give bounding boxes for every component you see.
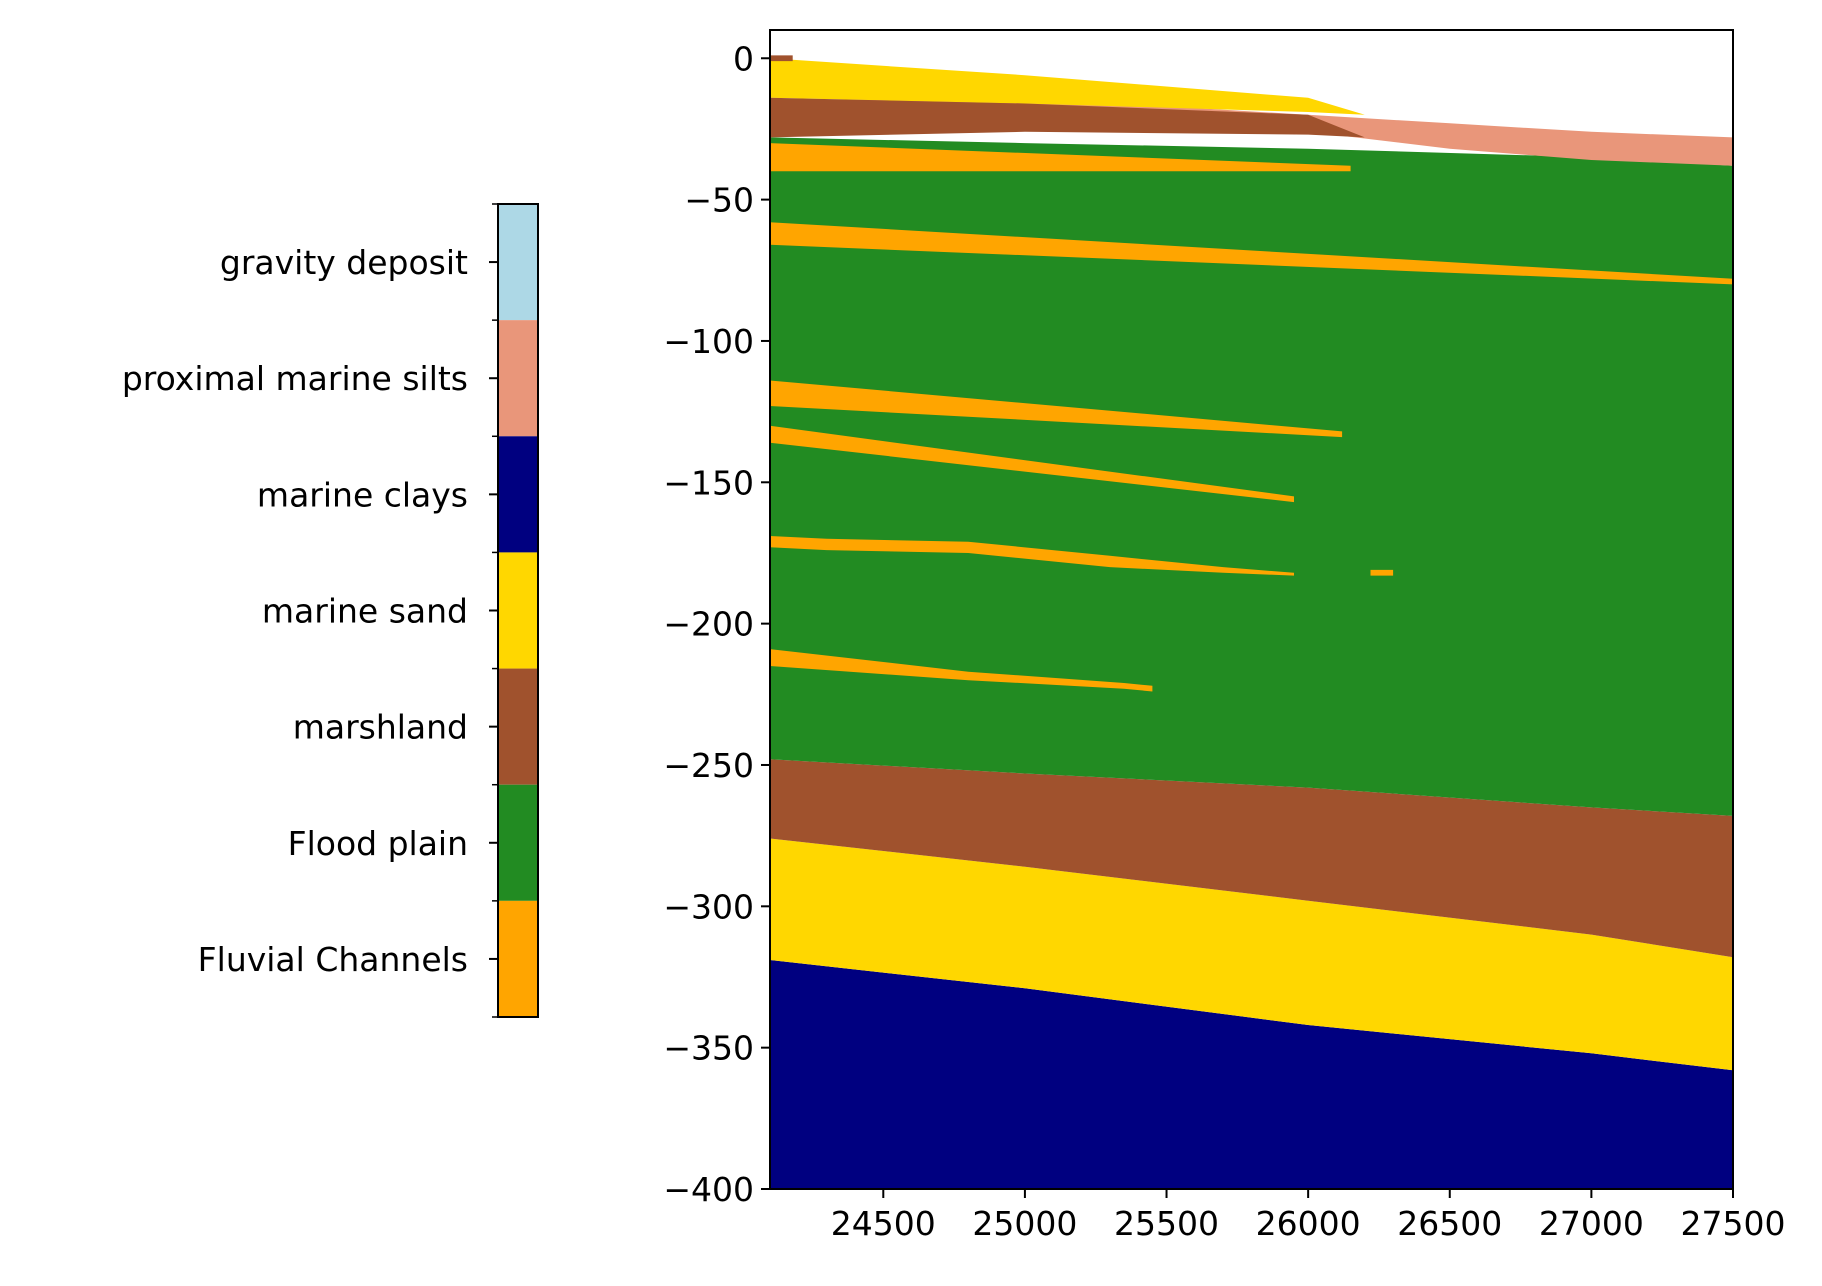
colorbar-swatch bbox=[498, 900, 538, 1017]
colorbar-label: Flood plain bbox=[288, 824, 468, 863]
x-tick-label: 25000 bbox=[972, 1204, 1077, 1243]
x-tick-label: 27000 bbox=[1539, 1204, 1644, 1243]
fluvial-channel-6 bbox=[1370, 569, 1394, 576]
y-tick-label: −50 bbox=[684, 181, 754, 220]
x-tick-label: 25500 bbox=[1114, 1204, 1219, 1243]
y-tick-label: −300 bbox=[663, 887, 754, 926]
colorbar-swatch bbox=[498, 784, 538, 901]
x-tick-label: 26000 bbox=[1256, 1204, 1361, 1243]
fluvial-channel-2 bbox=[770, 222, 1733, 285]
axes-border bbox=[769, 29, 1734, 1190]
colorbar-swatch bbox=[498, 552, 538, 669]
plot-area bbox=[770, 30, 1733, 1189]
fluvial-channel-7 bbox=[770, 649, 1153, 692]
y-tick-label: −100 bbox=[663, 322, 754, 361]
colorbar-swatch bbox=[498, 436, 538, 553]
colorbar-label: proximal marine silts bbox=[122, 359, 468, 398]
x-tick-label: 26500 bbox=[1397, 1204, 1502, 1243]
layer-marine-sand bbox=[770, 58, 1365, 115]
fluvial-channel-3 bbox=[770, 380, 1343, 438]
colorbar-border bbox=[497, 203, 539, 1018]
y-axis: 0 −50 −100 −150 −200 −250 −300 −350 −400 bbox=[663, 39, 770, 1209]
facies-colorbar: gravity deposit proximal marine silts mari… bbox=[122, 203, 539, 1018]
colorbar-label: gravity deposit bbox=[220, 243, 468, 282]
y-tick-label: −250 bbox=[663, 746, 754, 785]
y-tick-label: −400 bbox=[663, 1170, 754, 1209]
colorbar-label: marshland bbox=[293, 708, 468, 747]
fluvial-channel-4 bbox=[770, 425, 1294, 503]
x-tick-label: 27500 bbox=[1681, 1204, 1786, 1243]
x-axis: 24500 25000 25500 26000 26500 27000 27500 bbox=[831, 1189, 1786, 1243]
y-tick-label: −350 bbox=[663, 1029, 754, 1068]
layer-marshland bbox=[770, 97, 1365, 138]
layer-marine-clays bbox=[770, 960, 1733, 1189]
fluvial-channel-1 bbox=[770, 143, 1351, 172]
colorbar-label: Fluvial Channels bbox=[198, 940, 468, 979]
layer-proximal-marine-silts bbox=[770, 97, 1733, 166]
layer-marshland bbox=[770, 759, 1733, 958]
layer-marine-sand bbox=[770, 838, 1733, 1071]
colorbar-swatch bbox=[498, 668, 538, 785]
y-tick-label: 0 bbox=[733, 39, 754, 78]
y-tick-label: −200 bbox=[663, 605, 754, 644]
colorbar-swatch bbox=[498, 204, 538, 321]
colorbar-label: marine clays bbox=[257, 475, 468, 514]
axes-frame bbox=[769, 29, 1734, 1190]
y-tick-label: −150 bbox=[663, 463, 754, 502]
x-tick-label: 24500 bbox=[831, 1204, 936, 1243]
fluvial-channel-5 bbox=[770, 536, 1294, 576]
colorbar-swatch bbox=[498, 320, 538, 437]
layer-marshland bbox=[770, 55, 793, 62]
colorbar-label: marine sand bbox=[262, 592, 468, 631]
layer-flood-plain bbox=[770, 137, 1733, 816]
